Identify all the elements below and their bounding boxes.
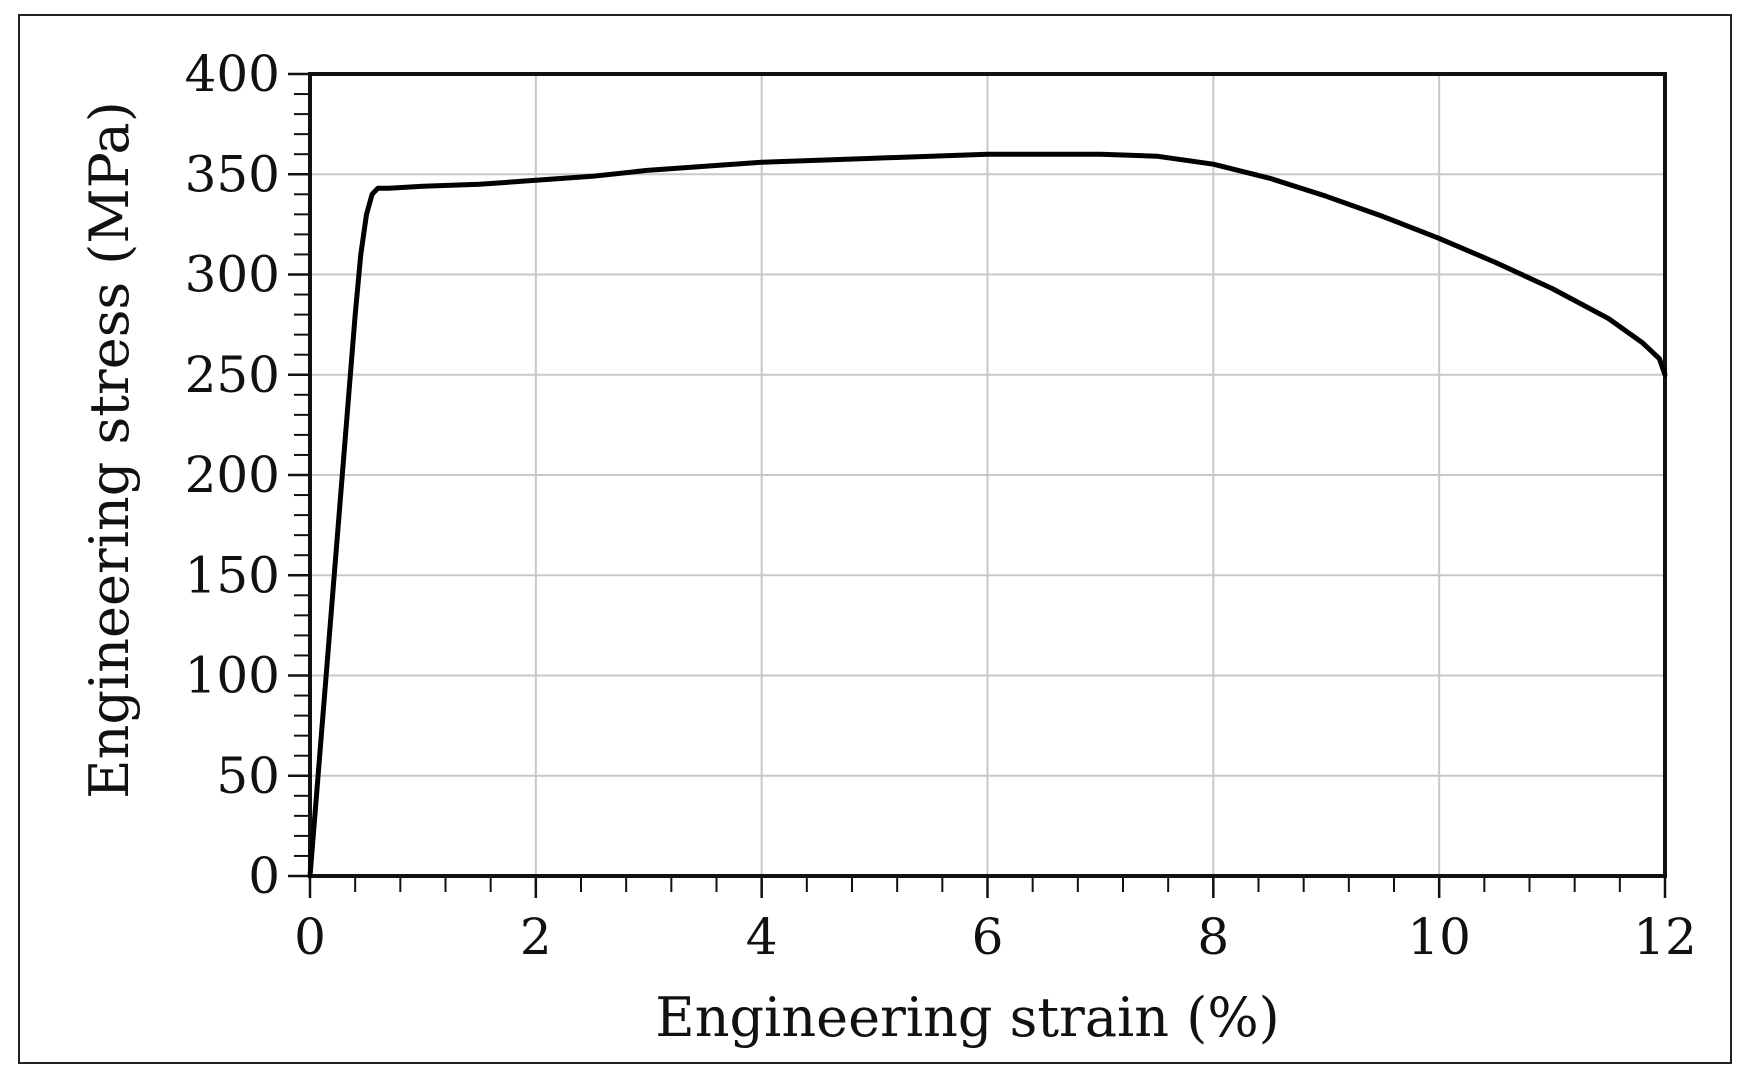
x-tick-label: 4 [746, 908, 778, 966]
y-tick-label: 350 [185, 145, 280, 203]
y-tick-label: 250 [185, 346, 280, 404]
y-tick-label: 0 [248, 847, 280, 905]
y-tick-label: 400 [185, 45, 280, 103]
x-tick-label: 6 [972, 908, 1004, 966]
y-tick-label: 100 [185, 647, 280, 705]
stress-strain-curve [307, 151, 1668, 879]
plot-area-border [308, 72, 1667, 878]
x-tick-label: 12 [1633, 908, 1697, 966]
x-axis-title: Engineering strain (%) [655, 986, 1279, 1049]
x-tick-label: 2 [520, 908, 552, 966]
y-tick-label: 150 [185, 546, 280, 604]
x-tick-label: 0 [294, 908, 326, 966]
y-tick-label: 50 [216, 747, 280, 805]
y-tick-label: 200 [185, 446, 280, 504]
figure-frame [18, 14, 1732, 1064]
y-tick-label: 300 [185, 246, 280, 304]
y-axis-title: Engineering stress (MPa) [78, 101, 141, 799]
x-tick-label: 8 [1197, 908, 1229, 966]
x-tick-label: 10 [1407, 908, 1471, 966]
